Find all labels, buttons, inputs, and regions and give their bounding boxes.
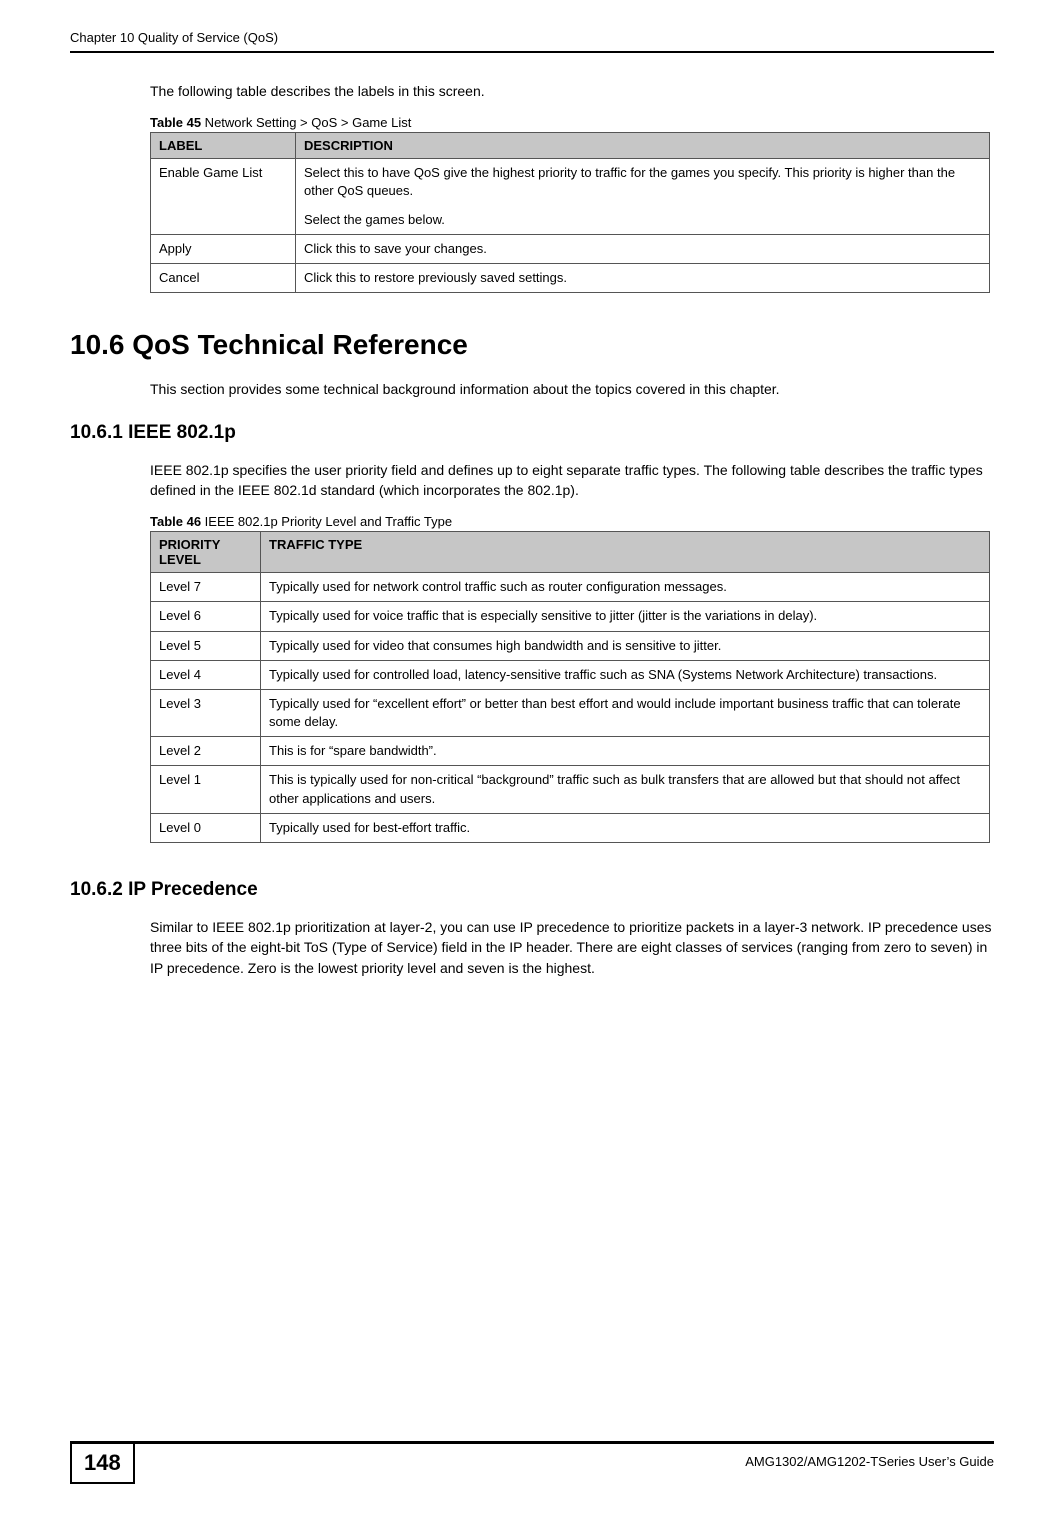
table-row: Level 5 Typically used for video that co…: [151, 631, 990, 660]
table46-header-traffic: TRAFFIC TYPE: [261, 532, 990, 573]
section-10-6-heading: 10.6 QoS Technical Reference: [70, 329, 994, 361]
table45-row0-desc-p2: Select the games below.: [304, 211, 981, 229]
table46-row4-desc: Typically used for “excellent effort” or…: [261, 689, 990, 736]
table46-caption-bold: Table 46: [150, 514, 201, 529]
table46-row0-level: Level 7: [151, 573, 261, 602]
table45-caption-rest: Network Setting > QoS > Game List: [201, 115, 411, 130]
section-10-6-1-heading: 10.6.1 IEEE 802.1p: [70, 422, 994, 444]
table45-row0-label: Enable Game List: [151, 159, 296, 235]
table45-caption-bold: Table 45: [150, 115, 201, 130]
table46-caption-rest: IEEE 802.1p Priority Level and Traffic T…: [201, 514, 452, 529]
page-footer: 148 AMG1302/AMG1202-TSeries User’s Guide: [0, 1441, 1064, 1484]
table45-row0-desc: Select this to have QoS give the highest…: [296, 159, 990, 235]
table45-row1-desc: Click this to save your changes.: [296, 234, 990, 263]
header-rule: [70, 51, 994, 53]
table-row: Level 1 This is typically used for non-c…: [151, 766, 990, 813]
table45-header-description: DESCRIPTION: [296, 133, 990, 159]
table-row: Level 3 Typically used for “excellent ef…: [151, 689, 990, 736]
table46-row5-desc: This is for “spare bandwidth”.: [261, 737, 990, 766]
table46-row5-level: Level 2: [151, 737, 261, 766]
table46-row3-desc: Typically used for controlled load, late…: [261, 660, 990, 689]
table-row: Enable Game List Select this to have QoS…: [151, 159, 990, 235]
intro-paragraph: The following table describes the labels…: [150, 81, 994, 101]
table46-row2-level: Level 5: [151, 631, 261, 660]
table-row: Level 7 Typically used for network contr…: [151, 573, 990, 602]
section-10-6-2-text: Similar to IEEE 802.1p prioritization at…: [150, 917, 994, 978]
table46-row4-level: Level 3: [151, 689, 261, 736]
section-10-6-2-heading: 10.6.2 IP Precedence: [70, 879, 994, 901]
table46-row0-desc: Typically used for network control traff…: [261, 573, 990, 602]
table46-row7-desc: Typically used for best-effort traffic.: [261, 813, 990, 842]
table46: PRIORITY LEVEL TRAFFIC TYPE Level 7 Typi…: [150, 531, 990, 843]
table46-row7-level: Level 0: [151, 813, 261, 842]
table46-row2-desc: Typically used for video that consumes h…: [261, 631, 990, 660]
table45-caption: Table 45 Network Setting > QoS > Game Li…: [150, 115, 994, 130]
table-row: Level 0 Typically used for best-effort t…: [151, 813, 990, 842]
table45-row0-desc-p1: Select this to have QoS give the highest…: [304, 164, 981, 200]
table45: LABEL DESCRIPTION Enable Game List Selec…: [150, 132, 990, 293]
table46-row6-level: Level 1: [151, 766, 261, 813]
table-row: Cancel Click this to restore previously …: [151, 264, 990, 293]
table46-header-priority: PRIORITY LEVEL: [151, 532, 261, 573]
section-10-6-text: This section provides some technical bac…: [150, 379, 994, 399]
table45-header-label: LABEL: [151, 133, 296, 159]
table-row: Level 4 Typically used for controlled lo…: [151, 660, 990, 689]
table45-row2-desc: Click this to restore previously saved s…: [296, 264, 990, 293]
table46-row3-level: Level 4: [151, 660, 261, 689]
table45-row1-label: Apply: [151, 234, 296, 263]
table-row: Level 2 This is for “spare bandwidth”.: [151, 737, 990, 766]
footer-guide-text: AMG1302/AMG1202-TSeries User’s Guide: [745, 1444, 994, 1469]
table-header-row: PRIORITY LEVEL TRAFFIC TYPE: [151, 532, 990, 573]
table45-row2-label: Cancel: [151, 264, 296, 293]
table46-row1-desc: Typically used for voice traffic that is…: [261, 602, 990, 631]
section-10-6-1-text: IEEE 802.1p specifies the user priority …: [150, 460, 994, 501]
page-number: 148: [70, 1444, 135, 1484]
table-header-row: LABEL DESCRIPTION: [151, 133, 990, 159]
table46-row6-desc: This is typically used for non-critical …: [261, 766, 990, 813]
chapter-header: Chapter 10 Quality of Service (QoS): [70, 30, 994, 45]
table-row: Level 6 Typically used for voice traffic…: [151, 602, 990, 631]
table46-caption: Table 46 IEEE 802.1p Priority Level and …: [150, 514, 994, 529]
table46-row1-level: Level 6: [151, 602, 261, 631]
table-row: Apply Click this to save your changes.: [151, 234, 990, 263]
